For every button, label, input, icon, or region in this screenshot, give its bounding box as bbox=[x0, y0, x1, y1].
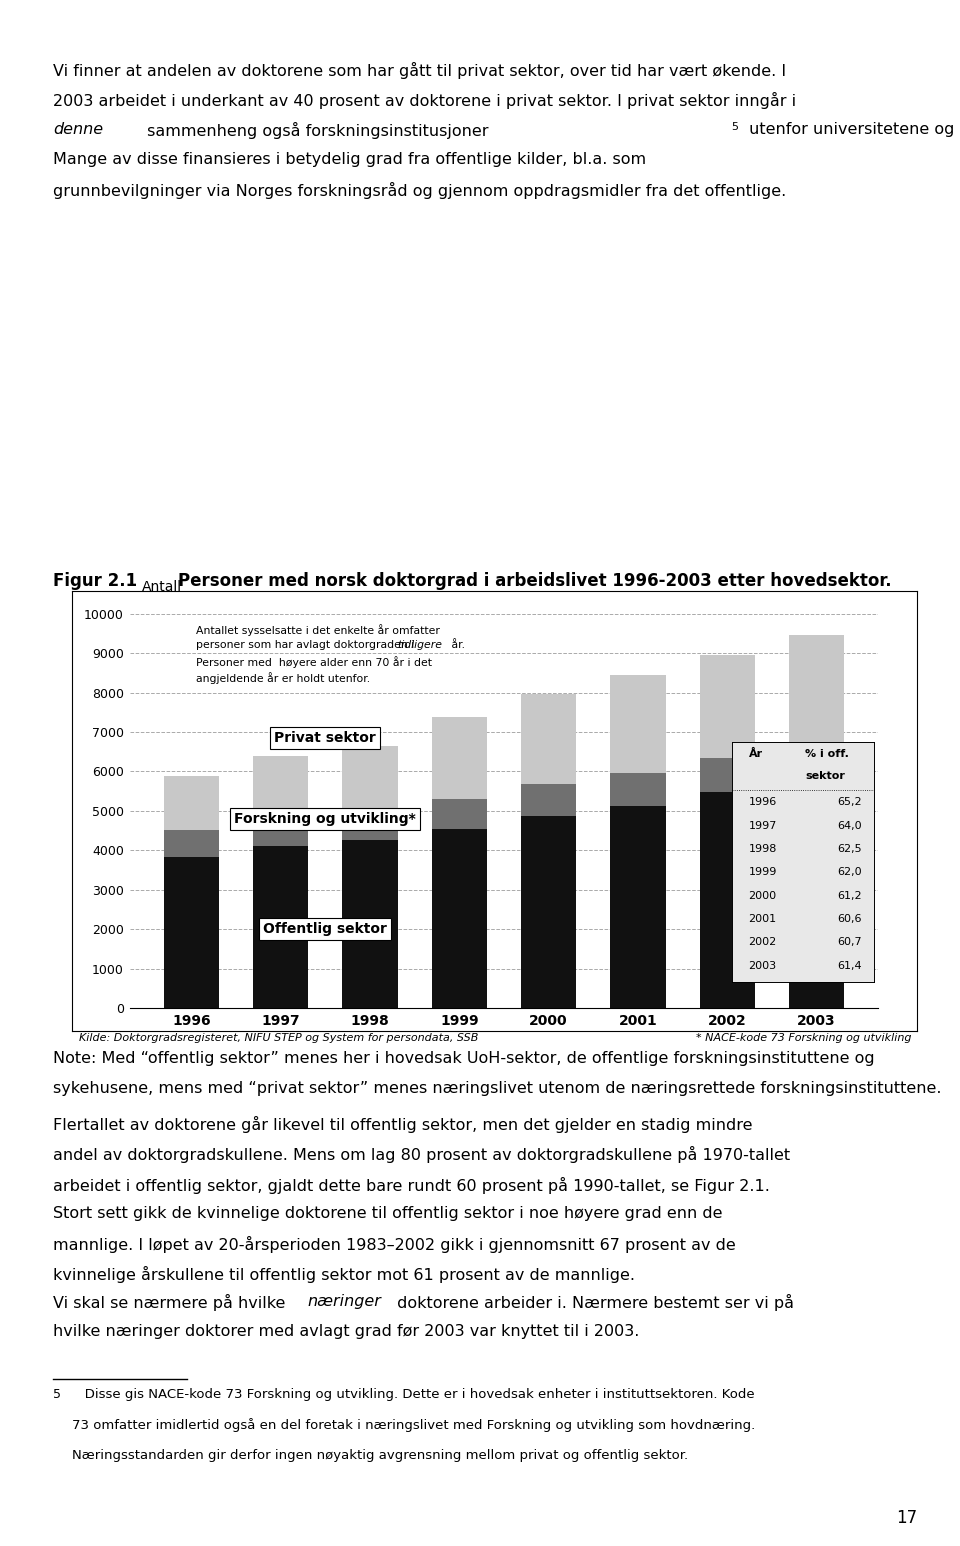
Text: personer som har avlagt doktorgraden i: personer som har avlagt doktorgraden i bbox=[196, 640, 418, 649]
Text: 73 omfatter imidlertid også en del foretak i næringslivet med Forskning og utvik: 73 omfatter imidlertid også en del foret… bbox=[72, 1419, 756, 1433]
Text: 1998: 1998 bbox=[749, 844, 777, 853]
Text: 65,2: 65,2 bbox=[838, 798, 862, 807]
Text: Personer med  høyere alder enn 70 år i det: Personer med høyere alder enn 70 år i de… bbox=[196, 656, 432, 668]
Text: arbeidet i offentlig sektor, gjaldt dette bare rundt 60 prosent på 1990-tallet, : arbeidet i offentlig sektor, gjaldt dett… bbox=[53, 1177, 770, 1194]
Text: 2001: 2001 bbox=[749, 914, 777, 925]
Text: Forskning og utvikling*: Forskning og utvikling* bbox=[234, 812, 417, 826]
Bar bbox=[789, 744, 845, 779]
Text: 2003 arbeidet i underkant av 40 prosent av doktorene i privat sektor. I privat s: 2003 arbeidet i underkant av 40 prosent … bbox=[53, 93, 796, 110]
Text: Antall: Antall bbox=[142, 580, 182, 594]
Text: 61,2: 61,2 bbox=[838, 890, 862, 901]
Bar bbox=[163, 830, 219, 856]
Text: grunnbevilgninger via Norges forskningsråd og gjennom oppdragsmidler fra det off: grunnbevilgninger via Norges forskningsr… bbox=[53, 182, 786, 199]
Text: 60,6: 60,6 bbox=[838, 914, 862, 925]
Text: 61,4: 61,4 bbox=[838, 960, 862, 971]
Text: næringer: næringer bbox=[307, 1294, 381, 1309]
Text: 62,0: 62,0 bbox=[838, 867, 862, 877]
Bar bbox=[343, 812, 397, 841]
Bar bbox=[521, 694, 576, 784]
Text: % i off.: % i off. bbox=[805, 750, 850, 759]
Text: denne: denne bbox=[53, 122, 103, 138]
Text: 5: 5 bbox=[53, 1388, 60, 1401]
Text: Mange av disse finansieres i betydelig grad fra offentlige kilder, bl.a. som: Mange av disse finansieres i betydelig g… bbox=[53, 152, 646, 167]
Text: angjeldende år er holdt utenfor.: angjeldende år er holdt utenfor. bbox=[196, 673, 370, 683]
Bar bbox=[343, 841, 397, 1008]
Bar bbox=[789, 779, 845, 1008]
Text: tidligere: tidligere bbox=[396, 640, 442, 649]
Text: doktorene arbeider i. Nærmere bestemt ser vi på: doktorene arbeider i. Nærmere bestemt se… bbox=[392, 1294, 794, 1311]
Bar bbox=[432, 717, 487, 799]
Text: 2002: 2002 bbox=[749, 937, 777, 948]
Text: 1996: 1996 bbox=[749, 798, 777, 807]
Text: sektor: sektor bbox=[805, 771, 845, 781]
Text: utenfor universitetene og høgskolene.: utenfor universitetene og høgskolene. bbox=[744, 122, 960, 138]
Bar bbox=[163, 776, 219, 830]
Text: 60,7: 60,7 bbox=[838, 937, 862, 948]
Text: 1999: 1999 bbox=[749, 867, 777, 877]
Text: 17: 17 bbox=[896, 1509, 917, 1527]
Bar bbox=[432, 829, 487, 1008]
Bar bbox=[700, 758, 755, 793]
Text: Vi skal se nærmere på hvilke: Vi skal se nærmere på hvilke bbox=[53, 1294, 290, 1311]
Text: Kilde: Doktorgradsregisteret, NIFU STEP og System for persondata, SSB: Kilde: Doktorgradsregisteret, NIFU STEP … bbox=[79, 1033, 478, 1042]
Text: hvilke næringer doktorer med avlagt grad før 2003 var knyttet til i 2003.: hvilke næringer doktorer med avlagt grad… bbox=[53, 1323, 639, 1339]
Text: 5: 5 bbox=[732, 122, 738, 131]
Text: år.: år. bbox=[447, 640, 465, 649]
Text: andel av doktorgradskullene. Mens om lag 80 prosent av doktorgradskullene på 197: andel av doktorgradskullene. Mens om lag… bbox=[53, 1147, 790, 1164]
Bar bbox=[432, 799, 487, 829]
Text: sammenheng også forskningsinstitusjoner: sammenheng også forskningsinstitusjoner bbox=[142, 122, 489, 139]
Text: Næringsstandarden gir derfor ingen nøyaktig avgrensning mellom privat og offentl: Næringsstandarden gir derfor ingen nøyak… bbox=[72, 1449, 688, 1461]
Text: År: År bbox=[749, 750, 762, 759]
Text: sykehusene, mens med “privat sektor” menes næringslivet utenom de næringsrettede: sykehusene, mens med “privat sektor” men… bbox=[53, 1082, 942, 1096]
Text: mannlige. I løpet av 20-årsperioden 1983–2002 gikk i gjennomsnitt 67 prosent av : mannlige. I løpet av 20-årsperioden 1983… bbox=[53, 1237, 735, 1254]
Text: * NACE-kode 73 Forskning og utvikling: * NACE-kode 73 Forskning og utvikling bbox=[697, 1033, 912, 1042]
Text: 62,5: 62,5 bbox=[838, 844, 862, 853]
Text: Figur 2.1: Figur 2.1 bbox=[53, 572, 137, 591]
Bar bbox=[611, 773, 665, 805]
Bar bbox=[521, 816, 576, 1008]
Text: 2003: 2003 bbox=[749, 960, 777, 971]
Text: Antallet sysselsatte i det enkelte år omfatter: Antallet sysselsatte i det enkelte år om… bbox=[196, 623, 440, 635]
Bar bbox=[700, 793, 755, 1008]
Bar bbox=[253, 756, 308, 818]
Bar bbox=[611, 805, 665, 1008]
Text: Disse gis NACE-kode 73 Forskning og utvikling. Dette er i hovedsak enheter i ins: Disse gis NACE-kode 73 Forskning og utvi… bbox=[72, 1388, 755, 1401]
Bar bbox=[700, 656, 755, 758]
Bar bbox=[343, 745, 397, 812]
Text: Note: Med “offentlig sektor” menes her i hovedsak UoH-sektor, de offentlige fors: Note: Med “offentlig sektor” menes her i… bbox=[53, 1051, 875, 1067]
Bar bbox=[253, 846, 308, 1008]
Bar bbox=[253, 818, 308, 846]
Bar bbox=[521, 784, 576, 816]
Text: Offentlig sektor: Offentlig sektor bbox=[263, 921, 387, 937]
Text: 1997: 1997 bbox=[749, 821, 777, 830]
Bar bbox=[611, 676, 665, 773]
Text: Personer med norsk doktorgrad i arbeidslivet 1996-2003 etter hovedsektor.: Personer med norsk doktorgrad i arbeidsl… bbox=[178, 572, 891, 591]
Text: Flertallet av doktorene går likevel til offentlig sektor, men det gjelder en sta: Flertallet av doktorene går likevel til … bbox=[53, 1116, 753, 1133]
Bar bbox=[789, 635, 845, 744]
Text: 2000: 2000 bbox=[749, 890, 777, 901]
Text: Stort sett gikk de kvinnelige doktorene til offentlig sektor i noe høyere grad e: Stort sett gikk de kvinnelige doktorene … bbox=[53, 1206, 722, 1221]
Text: Privat sektor: Privat sektor bbox=[275, 731, 376, 745]
Text: 64,0: 64,0 bbox=[838, 821, 862, 830]
Bar bbox=[163, 856, 219, 1008]
Text: Vi finner at andelen av doktorene som har gått til privat sektor, over tid har v: Vi finner at andelen av doktorene som ha… bbox=[53, 62, 786, 79]
Text: kvinnelige årskullene til offentlig sektor mot 61 prosent av de mannlige.: kvinnelige årskullene til offentlig sekt… bbox=[53, 1266, 635, 1283]
